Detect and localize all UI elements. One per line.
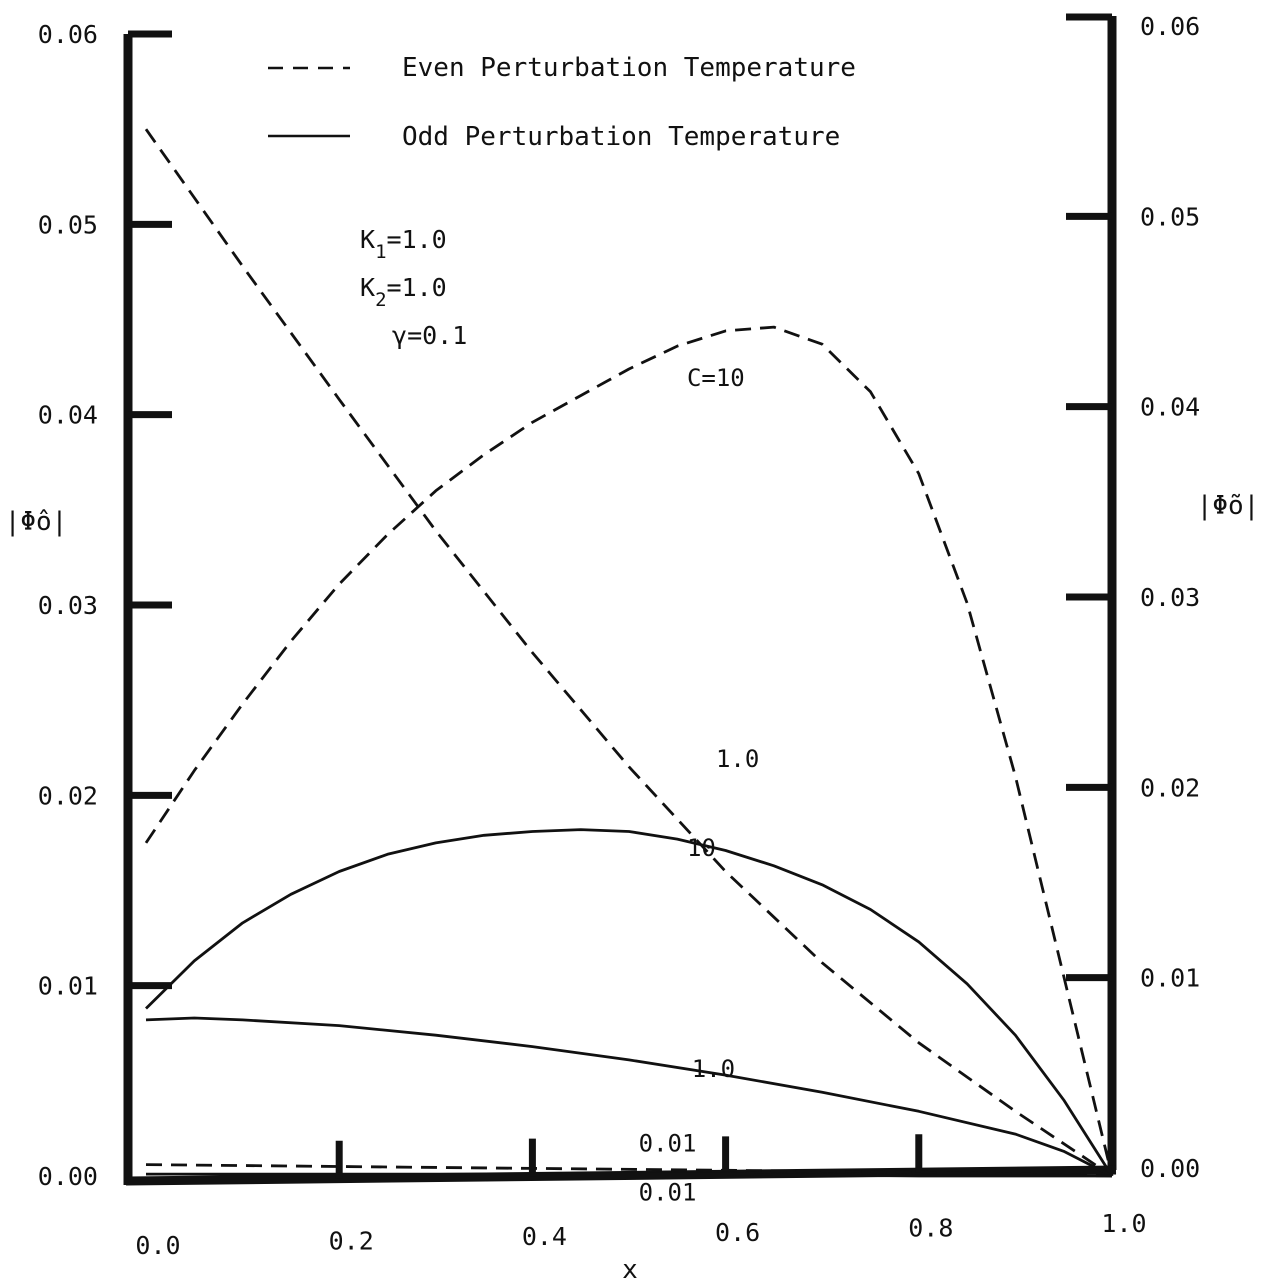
series-label-3: 10 [687,834,716,862]
series-line-odd-5 [146,1172,1112,1178]
right-y-tick-label: 0.00 [1140,1154,1200,1183]
left-y-tick-label: 0.01 [38,972,98,1001]
x-tick-label: 0.6 [715,1218,760,1247]
legend-label-odd: Odd Perturbation Temperature [402,122,840,152]
series-label-5: 0.01 [639,1179,697,1207]
left-y-tick-label: 0.05 [38,210,98,239]
axis-tick-labels: 0.00 0.01 0.02 0.03 0.04 0.05 0.06 0.00 0.01 0.02… [38,12,1200,1260]
x-tick-label: 0.4 [522,1222,567,1251]
series-label-1: 1.0 [716,745,759,773]
x-tick-label: 0.0 [135,1231,180,1260]
curve-labels: C=10 1.0 0.01 10 1.0 0.01 [639,364,760,1207]
series-line-even-0 [144,325,1114,1177]
right-y-tick-label: 0.06 [1140,12,1200,41]
x-tick-label: 1.0 [1101,1209,1146,1238]
left-y-tick-label: 0.03 [38,591,98,620]
series-line-even-1 [144,128,1113,1178]
param-k1: K1=1.0 [360,225,447,263]
left-y-tick-label: 0.04 [38,401,98,430]
param-k2: K2=1.0 [360,273,447,311]
param-gamma: γ=0.1 [392,321,467,350]
x-axis-title: x [622,1255,638,1283]
right-y-tick-label: 0.03 [1140,583,1200,612]
legend-label-even: Even Perturbation Temperature [402,53,856,83]
right-y-axis-title: |Φ̃o| [1197,491,1260,521]
series-line-odd-3 [145,828,1114,1177]
legend: Even Perturbation Temperature Odd Pertur… [268,53,856,152]
parameter-block: K1=1.0 K2=1.0 γ=0.1 [360,225,467,350]
series-line-even-2 [145,1163,1113,1178]
left-y-tick-label: 0.06 [38,20,98,49]
x-tick-label: 0.8 [908,1213,953,1242]
right-y-tick-label: 0.05 [1140,202,1200,231]
series-layer [144,128,1114,1178]
right-y-tick-label: 0.04 [1140,393,1200,422]
x-tick-label: 0.2 [329,1227,374,1256]
series-label-4: 1.0 [692,1055,735,1083]
left-y-tick-label: 0.02 [38,781,98,810]
series-label-0: C=10 [687,364,745,392]
axis-ticks [128,212,1112,1179]
right-y-tick-label: 0.02 [1140,773,1200,802]
left-y-axis-title: |Φ̂o| [5,507,68,537]
series-label-2: 0.01 [639,1129,697,1157]
left-y-tick-label: 0.00 [38,1162,98,1191]
series-line-odd-4 [145,1016,1113,1178]
right-y-tick-label: 0.01 [1140,964,1200,993]
